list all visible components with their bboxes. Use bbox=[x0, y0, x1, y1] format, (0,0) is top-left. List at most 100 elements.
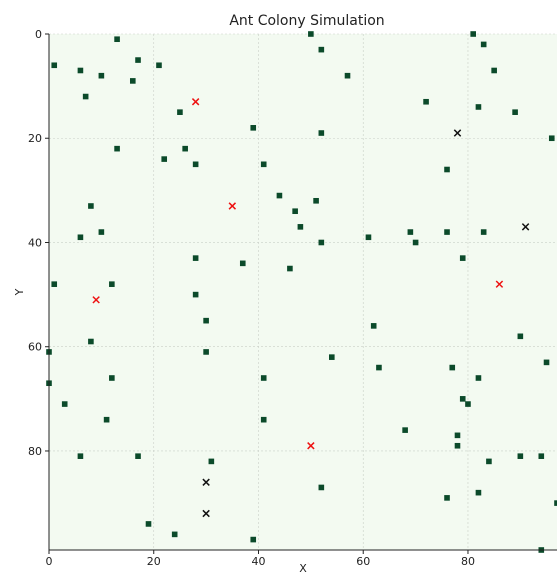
food-marker bbox=[82, 93, 89, 100]
food-marker bbox=[459, 396, 466, 402]
ant-marker bbox=[307, 442, 315, 450]
food-marker bbox=[250, 536, 257, 543]
chart-title: Ant Colony Simulation bbox=[229, 13, 384, 29]
ant-marker bbox=[228, 202, 237, 210]
x-tick-label: 0 bbox=[46, 555, 53, 568]
food-marker bbox=[475, 375, 482, 381]
food-marker bbox=[135, 453, 141, 459]
food-marker bbox=[192, 255, 199, 261]
food-marker bbox=[77, 234, 84, 241]
food-marker bbox=[297, 224, 304, 230]
food-marker bbox=[208, 458, 215, 465]
food-marker bbox=[444, 495, 450, 501]
food-marker bbox=[475, 489, 482, 496]
y-tick-label: 0 bbox=[35, 28, 42, 41]
ant-marker bbox=[495, 280, 504, 288]
food-marker bbox=[318, 239, 325, 246]
food-marker bbox=[318, 130, 325, 136]
food-marker bbox=[465, 401, 471, 407]
food-marker bbox=[454, 432, 461, 439]
food-marker bbox=[203, 317, 209, 324]
food-marker bbox=[517, 333, 524, 340]
food-marker bbox=[512, 109, 518, 115]
y-axis-label: Y bbox=[13, 288, 26, 296]
food-marker bbox=[239, 260, 246, 267]
y-tick-label: 60 bbox=[28, 341, 42, 354]
ant-marker bbox=[191, 98, 200, 106]
food-marker bbox=[480, 229, 487, 235]
food-marker bbox=[287, 265, 293, 272]
food-marker bbox=[103, 416, 110, 423]
food-marker bbox=[538, 453, 545, 459]
food-marker bbox=[480, 41, 487, 48]
ant-marker bbox=[202, 509, 210, 518]
food-marker bbox=[182, 145, 188, 152]
food-marker bbox=[423, 98, 429, 105]
food-marker bbox=[402, 427, 408, 433]
food-marker bbox=[161, 156, 168, 162]
ant-marker bbox=[453, 129, 462, 137]
food-marker bbox=[177, 109, 183, 115]
food-marker bbox=[145, 521, 152, 527]
food-marker bbox=[412, 239, 419, 246]
ant-marker bbox=[521, 223, 530, 231]
food-marker bbox=[459, 255, 466, 261]
food-marker bbox=[454, 442, 461, 449]
food-marker bbox=[109, 281, 115, 287]
food-marker bbox=[156, 62, 162, 69]
food-marker bbox=[292, 208, 298, 215]
food-marker bbox=[260, 161, 267, 168]
food-marker bbox=[171, 531, 178, 538]
food-marker bbox=[486, 458, 492, 465]
food-marker bbox=[407, 229, 414, 235]
ant-marker bbox=[92, 296, 100, 304]
food-marker bbox=[308, 31, 314, 37]
x-tick-label: 80 bbox=[461, 555, 475, 568]
food-marker bbox=[554, 500, 557, 506]
food-marker bbox=[98, 72, 105, 79]
x-tick-label: 20 bbox=[147, 555, 161, 568]
y-tick-label: 40 bbox=[28, 236, 42, 249]
food-marker bbox=[114, 36, 120, 43]
food-marker bbox=[61, 401, 68, 407]
food-marker bbox=[88, 338, 94, 345]
food-marker bbox=[444, 229, 450, 235]
data-points bbox=[46, 31, 557, 553]
food-marker bbox=[192, 161, 199, 168]
food-marker bbox=[77, 453, 84, 459]
plot-background bbox=[49, 34, 557, 550]
food-marker bbox=[449, 364, 456, 371]
food-marker bbox=[135, 57, 141, 63]
food-marker bbox=[129, 78, 136, 84]
food-marker bbox=[88, 203, 94, 209]
x-axis-label: X bbox=[299, 562, 307, 573]
food-marker bbox=[376, 364, 382, 371]
food-marker bbox=[491, 67, 497, 74]
food-marker bbox=[114, 145, 120, 152]
food-marker bbox=[344, 72, 351, 79]
food-marker bbox=[276, 192, 283, 199]
food-marker bbox=[77, 67, 84, 74]
x-tick-label: 60 bbox=[356, 555, 370, 568]
food-marker bbox=[470, 31, 477, 37]
food-marker bbox=[260, 416, 267, 423]
food-marker bbox=[370, 323, 377, 329]
ant-marker bbox=[202, 478, 210, 486]
grid bbox=[48, 33, 557, 550]
food-marker bbox=[318, 484, 325, 491]
y-tick-label: 80 bbox=[28, 445, 42, 458]
y-tick-label: 20 bbox=[28, 132, 42, 145]
x-tick-label: 40 bbox=[251, 555, 265, 568]
food-marker bbox=[517, 453, 524, 459]
food-marker bbox=[203, 349, 209, 355]
food-marker bbox=[365, 234, 372, 241]
food-marker bbox=[98, 229, 105, 235]
food-marker bbox=[548, 135, 555, 142]
tick-labels: 0 20 40 60 80 0 20 40 60 80 bbox=[28, 28, 475, 568]
food-marker bbox=[475, 104, 482, 110]
food-marker bbox=[51, 62, 58, 69]
food-marker bbox=[250, 125, 257, 131]
food-marker bbox=[329, 354, 335, 360]
food-marker bbox=[109, 375, 115, 381]
